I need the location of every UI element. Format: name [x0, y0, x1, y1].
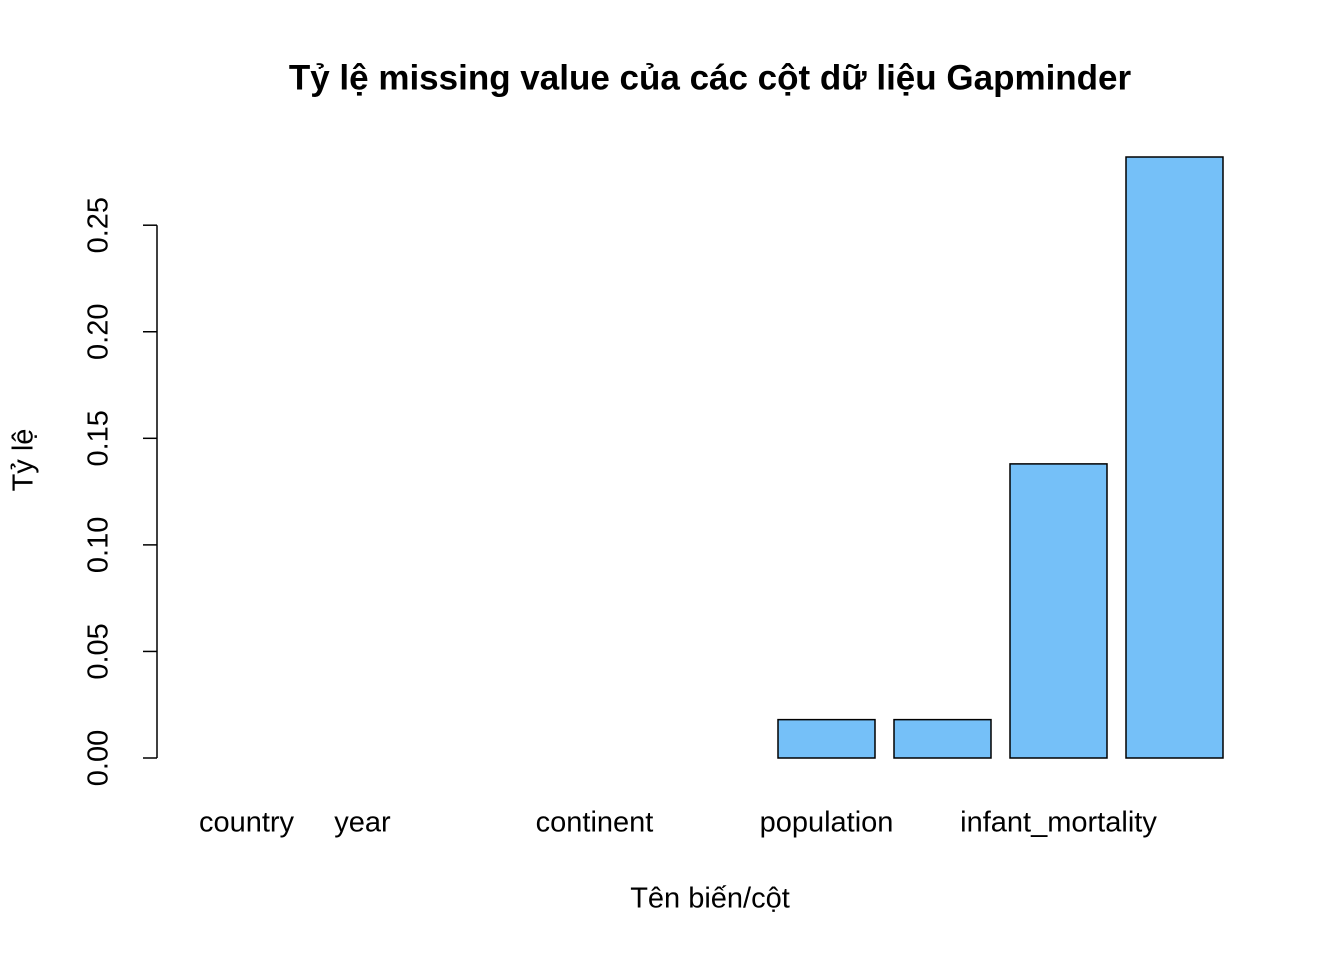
- y-tick-label: 0.20: [83, 304, 115, 360]
- x-tick-label: country: [199, 807, 295, 839]
- x-tick-label: continent: [536, 807, 654, 839]
- bar: [893, 718, 992, 759]
- x-tick-label: infant_mortality: [960, 807, 1157, 839]
- y-tick-label: 0.10: [83, 517, 115, 573]
- y-tick-label: 0.25: [83, 197, 115, 253]
- bar: [1125, 156, 1224, 759]
- y-axis-label: Tỷ lệ: [8, 429, 40, 492]
- x-tick-label: year: [334, 807, 391, 839]
- y-tick-label: 0.00: [83, 730, 115, 786]
- chart-title: Tỷ lệ missing value của các cột dữ liệu …: [289, 58, 1132, 97]
- bar: [1009, 463, 1108, 759]
- bar: [777, 718, 876, 759]
- x-tick-label: population: [760, 807, 894, 839]
- y-tick-label: 0.05: [83, 623, 115, 679]
- y-tick-label: 0.15: [83, 410, 115, 466]
- x-axis-label: Tên biến/cột: [630, 883, 790, 915]
